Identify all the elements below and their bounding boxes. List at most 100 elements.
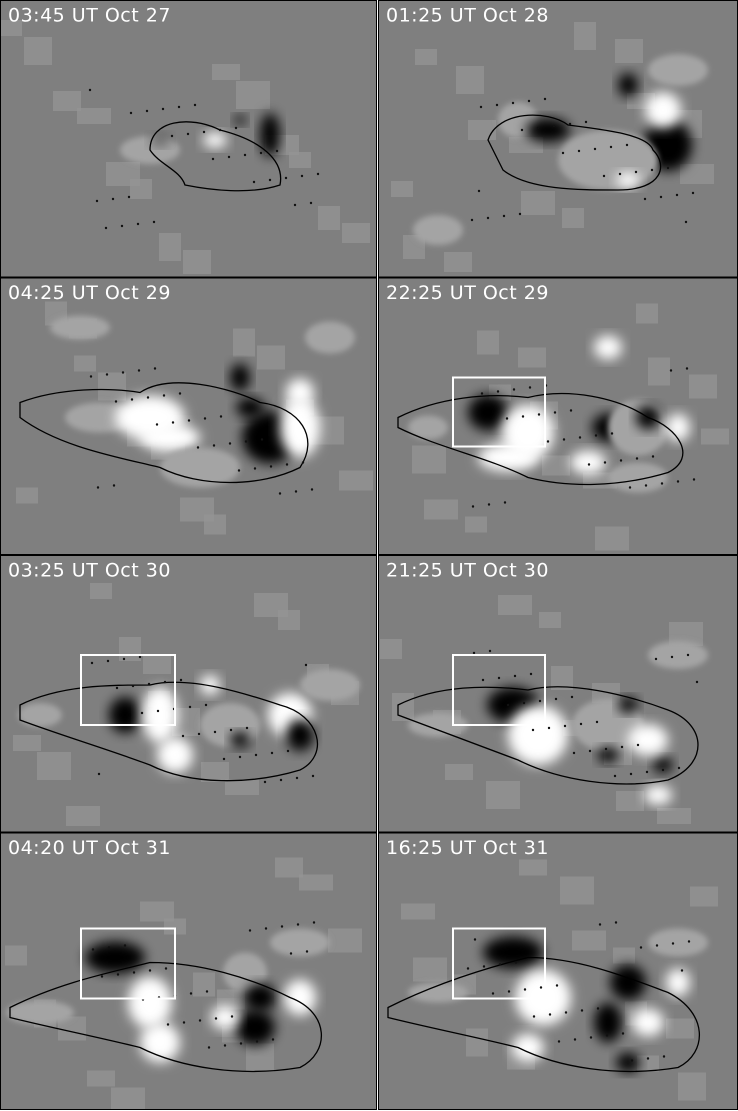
noise-patch bbox=[680, 164, 714, 184]
contour-dot bbox=[681, 969, 683, 971]
contour-dot bbox=[238, 469, 240, 471]
contour-dot bbox=[197, 446, 199, 448]
noise-patch bbox=[53, 91, 81, 111]
contour-dot bbox=[121, 225, 123, 227]
contour-dot bbox=[310, 202, 312, 204]
panel-label: 04:25 UT Oct 29 bbox=[8, 282, 171, 304]
contour-dot bbox=[656, 944, 658, 946]
contour-dot bbox=[630, 773, 632, 775]
noise-patch bbox=[657, 808, 691, 824]
noise-patch bbox=[477, 331, 499, 355]
noise-patch bbox=[574, 22, 596, 50]
contour-dot bbox=[651, 169, 653, 171]
contour-dot bbox=[554, 411, 556, 413]
field-blob bbox=[648, 929, 708, 957]
contour-dot bbox=[467, 967, 469, 969]
contour-dot bbox=[549, 1013, 551, 1015]
contour-dot bbox=[156, 423, 158, 425]
contour-dot bbox=[91, 662, 93, 664]
contour-dot bbox=[595, 434, 597, 436]
contour-dot bbox=[530, 673, 532, 675]
field-blob bbox=[648, 54, 708, 86]
noise-patch bbox=[342, 223, 370, 243]
field-blob bbox=[157, 737, 193, 773]
contour-dot bbox=[198, 733, 200, 735]
contour-dot bbox=[663, 1055, 665, 1057]
noise-patch bbox=[468, 120, 496, 140]
figure: 03:45 UT Oct 2701:25 UT Oct 28 04:25 UT O… bbox=[0, 0, 738, 1111]
contour-dot bbox=[594, 148, 596, 150]
noise-patch bbox=[77, 108, 111, 124]
noise-patch bbox=[87, 1071, 115, 1087]
contour-dot bbox=[133, 971, 135, 973]
contour-dot bbox=[215, 1017, 217, 1019]
noise-patch bbox=[339, 471, 373, 491]
contour-dot bbox=[647, 1057, 649, 1059]
contour-dot bbox=[203, 131, 205, 133]
panel: 03:45 UT Oct 27 bbox=[0, 0, 377, 278]
field-blob bbox=[200, 703, 260, 747]
field-blob bbox=[160, 448, 240, 488]
contour-dot bbox=[646, 771, 648, 773]
panel-label: 21:25 UT Oct 30 bbox=[386, 560, 549, 582]
contour-dot bbox=[506, 417, 508, 419]
contour-dot bbox=[615, 921, 617, 923]
contour-dot bbox=[544, 98, 546, 100]
noise-patch bbox=[143, 654, 171, 674]
contour-dot bbox=[547, 440, 549, 442]
panel-background bbox=[0, 0, 377, 278]
contour-dot bbox=[513, 388, 515, 390]
panel-label: 03:25 UT Oct 30 bbox=[8, 560, 171, 582]
noise-patch bbox=[616, 791, 644, 811]
contour-dot bbox=[101, 975, 103, 977]
field-blob bbox=[305, 322, 355, 354]
contour-dot bbox=[499, 963, 501, 965]
contour-dot bbox=[629, 486, 631, 488]
noise-patch bbox=[318, 206, 340, 230]
field-blob bbox=[128, 977, 172, 1029]
contour-dot bbox=[305, 664, 307, 666]
field-blob bbox=[594, 336, 622, 360]
contour-dot bbox=[149, 969, 151, 971]
noise-patch bbox=[380, 639, 402, 659]
contour-dot bbox=[249, 929, 251, 931]
panel: 22:25 UT Oct 29 bbox=[378, 278, 738, 556]
contour-dot bbox=[137, 223, 139, 225]
contour-dot bbox=[496, 104, 498, 106]
contour-dot bbox=[290, 952, 292, 954]
contour-dot bbox=[471, 219, 473, 221]
contour-dot bbox=[164, 681, 166, 683]
contour-dot bbox=[223, 758, 225, 760]
field-blob bbox=[608, 463, 668, 493]
contour-dot bbox=[481, 392, 483, 394]
noise-patch bbox=[542, 456, 570, 476]
contour-dot bbox=[538, 413, 540, 415]
contour-dot bbox=[172, 421, 174, 423]
field-blob bbox=[478, 444, 538, 472]
contour-dot bbox=[90, 375, 92, 377]
panel: 01:25 UT Oct 28 bbox=[378, 0, 738, 278]
contour-dot bbox=[105, 227, 107, 229]
contour-dot bbox=[180, 679, 182, 681]
noise-patch bbox=[225, 779, 259, 795]
noise-patch bbox=[236, 81, 270, 109]
field-blob bbox=[286, 379, 314, 407]
contour-dot bbox=[280, 779, 282, 781]
contour-dot bbox=[606, 1034, 608, 1036]
contour-dot bbox=[565, 1011, 567, 1013]
contour-dot bbox=[483, 965, 485, 967]
contour-dot bbox=[604, 461, 606, 463]
contour-dot bbox=[122, 371, 124, 373]
contour-dot bbox=[564, 725, 566, 727]
panel-label: 22:25 UT Oct 29 bbox=[386, 282, 549, 304]
contour-dot bbox=[162, 108, 164, 110]
field-blob bbox=[244, 984, 276, 1012]
contour-dot bbox=[631, 1059, 633, 1061]
contour-dot bbox=[569, 123, 571, 125]
field-blob bbox=[666, 969, 690, 997]
contour-dot bbox=[636, 457, 638, 459]
contour-dot bbox=[287, 750, 289, 752]
contour-dot bbox=[482, 679, 484, 681]
contour-dot bbox=[92, 948, 94, 950]
field-blob bbox=[666, 414, 690, 442]
